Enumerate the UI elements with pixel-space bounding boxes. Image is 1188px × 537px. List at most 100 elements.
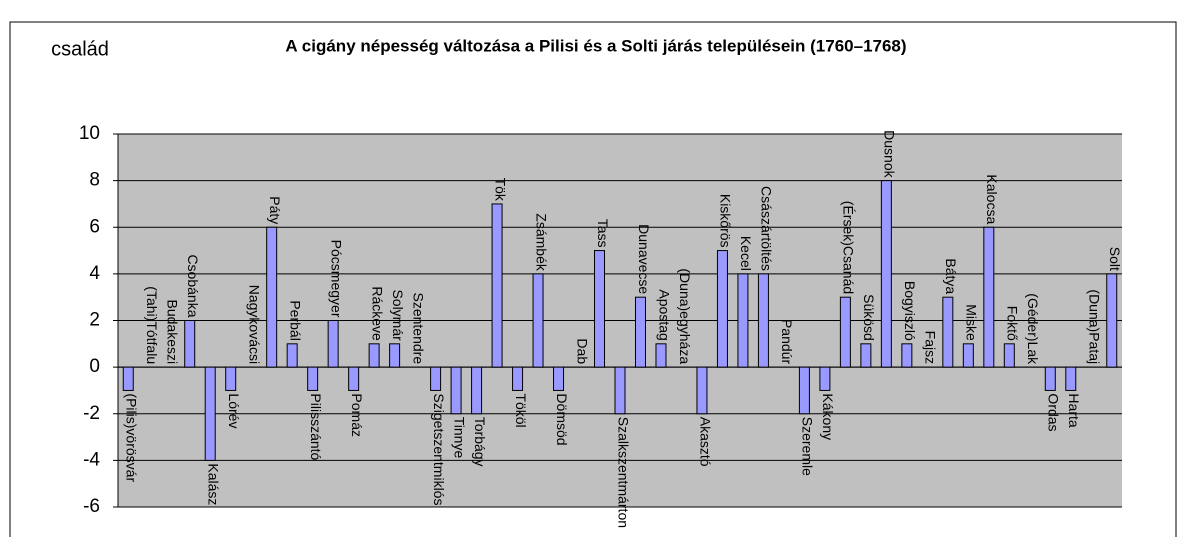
bar-label: (Duna)Pataj [1087, 289, 1103, 364]
y-tick-label: -6 [83, 496, 100, 517]
bar-label: Miske [964, 304, 980, 341]
y-tick-label: 8 [89, 170, 100, 191]
bar-label: Kiskőrös [718, 194, 734, 248]
bar [962, 343, 974, 368]
bar-label: Kákony [820, 393, 836, 440]
bar-label: Apostag [656, 289, 672, 340]
bar-label: Dunavecse [636, 224, 652, 294]
bar-label: Pócsmegyer [328, 240, 344, 318]
bar [880, 180, 892, 368]
bar-label: (Pilis)vörösvár [124, 393, 140, 482]
bar [839, 296, 851, 368]
bar [737, 273, 749, 368]
bar-label: Fajsz [923, 331, 939, 364]
bar-label: Sükösd [861, 294, 877, 341]
bar-label: (Géder)Lak [1025, 293, 1041, 365]
bar-label: Pilisszántó [308, 393, 324, 460]
chart-title: A cigány népesség változása a Pilisi és … [285, 36, 906, 55]
bar-label: Ráckeve [369, 286, 385, 341]
bar-label: Csobánka [185, 254, 201, 317]
bar [389, 343, 401, 368]
bar-label: Harta [1066, 393, 1082, 427]
bar [614, 366, 626, 415]
bar [983, 226, 995, 368]
bar-label: Pomáz [349, 393, 365, 437]
bar-label: Dusnok [882, 130, 898, 178]
bar [634, 296, 646, 368]
bar-label: Szalkszentmárton [615, 417, 631, 528]
y-tick-label: 2 [89, 310, 100, 331]
bar [512, 366, 524, 391]
bar [1044, 366, 1056, 391]
bar-label: Budakeszi [165, 300, 181, 365]
bar-label: Császártöltés [759, 186, 775, 271]
bar-label: Zsámbék [533, 213, 549, 272]
bar-label: Solt [1107, 247, 1123, 271]
bar-label: Tök [492, 178, 508, 202]
bar [430, 366, 442, 391]
bar-label: Perbál [287, 300, 303, 340]
bar-label: Kecel [738, 236, 754, 271]
bar [450, 366, 462, 415]
bar [307, 366, 319, 391]
bar [532, 273, 544, 368]
bar-label: Torbágy [472, 417, 488, 467]
y-tick-label: -2 [83, 403, 100, 424]
bar [942, 296, 954, 368]
bar [716, 250, 728, 368]
bar [798, 366, 810, 415]
bar [594, 250, 606, 368]
bar-label: Foktő [1005, 306, 1021, 341]
bar [122, 366, 134, 391]
y-tick-label: -4 [83, 449, 100, 470]
bar [1003, 343, 1015, 368]
bar [901, 343, 913, 368]
bar-label: (Duna)egyháza [677, 268, 693, 364]
bar [327, 320, 339, 368]
bar-label: Ordas [1046, 393, 1062, 431]
bar [696, 366, 708, 415]
bar-label: Tököl [513, 393, 529, 427]
bar-label: Dab [574, 338, 590, 364]
bar [471, 366, 483, 415]
bar [368, 343, 380, 368]
bar [757, 273, 769, 368]
bar-label: Bogyiszló [902, 281, 918, 341]
y-axis-label: család [51, 38, 109, 60]
bar-label: Tass [595, 219, 611, 248]
bar [819, 366, 831, 391]
bar [491, 203, 503, 368]
bar-label: Szeremle [800, 417, 816, 476]
y-tick-label: 4 [89, 263, 100, 284]
y-tick-label: 10 [79, 123, 100, 144]
bar [204, 366, 216, 461]
bar [1106, 273, 1118, 368]
bar-label: (Érsek)Csanád [841, 201, 857, 294]
bar [1065, 366, 1077, 391]
bar-label: Dömsöd [554, 393, 570, 445]
bar-label: Szigetszentmiklós [431, 393, 447, 505]
bar-label: Solymár [390, 289, 406, 341]
bar-label: (Tahi)Tótfalu [144, 286, 160, 364]
y-tick-label: 0 [89, 356, 100, 377]
y-tick-label: 6 [89, 216, 100, 237]
bar [266, 226, 278, 368]
bar-label: Nagykovácsi [246, 285, 262, 364]
bar [860, 343, 872, 368]
bar-label: Szentendre [410, 293, 426, 365]
bar-label: Páty [267, 196, 283, 224]
bar-label: Kalocsa [984, 174, 1000, 224]
bar [553, 366, 565, 391]
bar [348, 366, 360, 391]
bar-label: Bátya [943, 258, 959, 294]
bar-label: Akasztó [697, 417, 713, 467]
bar-label: Pandúr [779, 319, 795, 364]
bar-label: Lórév [226, 393, 242, 428]
bar-label: Tinnye [451, 417, 467, 459]
bar [184, 320, 196, 368]
bar [225, 366, 237, 391]
bar [286, 343, 298, 368]
bar [655, 343, 667, 368]
bar-label: Kalász [206, 463, 222, 505]
